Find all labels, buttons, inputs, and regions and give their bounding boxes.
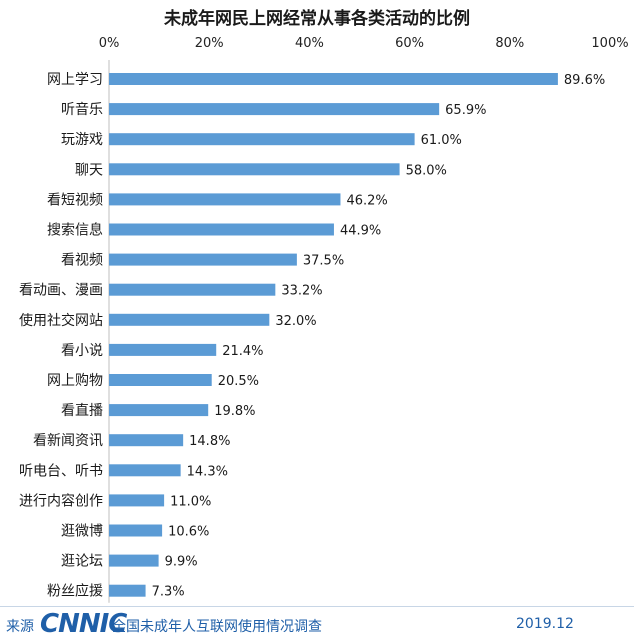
value-label: 58.0%: [406, 163, 447, 178]
bar: [109, 193, 341, 206]
value-label: 14.3%: [187, 464, 228, 479]
bar: [109, 554, 159, 567]
bar: [109, 404, 209, 417]
bar: [109, 434, 184, 447]
category-label: 看新闻资讯: [33, 433, 103, 449]
bar: [109, 464, 181, 477]
value-label: 9.9%: [165, 555, 198, 570]
report-date: 2019.12: [516, 616, 574, 632]
bar: [109, 73, 558, 85]
category-label: 听音乐: [61, 101, 103, 118]
value-label: 37.5%: [303, 254, 344, 269]
value-label: 11.0%: [170, 494, 211, 509]
bar-chart: 0% 20% 40% 60% 80% 100% 网上学习听音乐玩游戏聊天看短视频搜索信息看…: [19, 36, 629, 603]
cnnic-logo: CNNIC: [40, 609, 127, 639]
category-label: 使用社交网站: [19, 312, 103, 329]
category-label: 看动画、漫画: [19, 283, 103, 299]
bars: [109, 73, 558, 597]
bar: [109, 253, 297, 266]
x-tick-label: 80%: [495, 36, 524, 51]
x-tick-label: 40%: [295, 36, 324, 51]
category-label: 网上学习: [47, 72, 103, 88]
category-label: 看短视频: [47, 192, 103, 208]
x-axis: 0% 20% 40% 60% 80% 100%: [99, 36, 629, 603]
bar: [109, 313, 270, 326]
category-label: 逛微博: [61, 523, 103, 540]
value-label: 44.9%: [340, 224, 381, 239]
bar: [109, 283, 276, 296]
value-labels: 89.6% 65.9% 61.0% 58.0% 46.2% 44.9% 37.5% 33.2%…: [152, 73, 606, 600]
category-label: 搜索信息: [47, 222, 103, 239]
footer: 来源 CNNIC 全国未成年人互联网使用情况调查 2019.12: [0, 606, 634, 643]
value-label: 32.0%: [275, 314, 316, 329]
value-label: 33.2%: [281, 284, 322, 299]
value-label: 46.2%: [346, 193, 387, 208]
category-label: 网上购物: [47, 373, 103, 389]
value-label: 61.0%: [421, 133, 462, 148]
bar: [109, 133, 415, 146]
value-label: 89.6%: [564, 73, 605, 88]
bar: [109, 494, 165, 507]
bar: [109, 223, 334, 236]
category-label: 玩游戏: [61, 132, 103, 148]
x-tick-label: 0%: [99, 36, 120, 51]
category-label: 进行内容创作: [19, 492, 103, 509]
value-label: 65.9%: [445, 103, 486, 118]
category-label: 看视频: [61, 253, 103, 269]
bar: [109, 343, 217, 356]
category-label: 聊天: [75, 162, 103, 178]
value-label: 19.8%: [214, 404, 255, 419]
value-label: 7.3%: [152, 585, 185, 600]
category-label: 粉丝应援: [47, 583, 103, 600]
bar: [109, 163, 400, 176]
bar: [109, 524, 163, 537]
bar: [109, 103, 440, 116]
x-tick-label: 60%: [395, 36, 424, 51]
value-label: 10.6%: [168, 525, 209, 540]
category-label: 看直播: [61, 402, 103, 419]
value-label: 14.8%: [189, 434, 230, 449]
report-title: 全国未成年人互联网使用情况调查: [112, 619, 322, 635]
chart-title: 未成年网民上网经常从事各类活动的比例: [164, 9, 470, 29]
value-label: 21.4%: [222, 344, 263, 359]
x-tick-label: 100%: [591, 36, 628, 51]
category-labels: 网上学习听音乐玩游戏聊天看短视频搜索信息看视频看动画、漫画使用社交网站看小说网上…: [19, 72, 103, 600]
value-label: 20.5%: [218, 374, 259, 389]
source-label: 来源: [6, 619, 34, 635]
category-label: 看小说: [61, 343, 103, 359]
bar: [109, 374, 212, 386]
bar: [109, 584, 146, 597]
category-label: 听电台、听书: [19, 463, 103, 479]
x-tick-label: 20%: [195, 36, 224, 51]
category-label: 逛论坛: [61, 554, 103, 570]
